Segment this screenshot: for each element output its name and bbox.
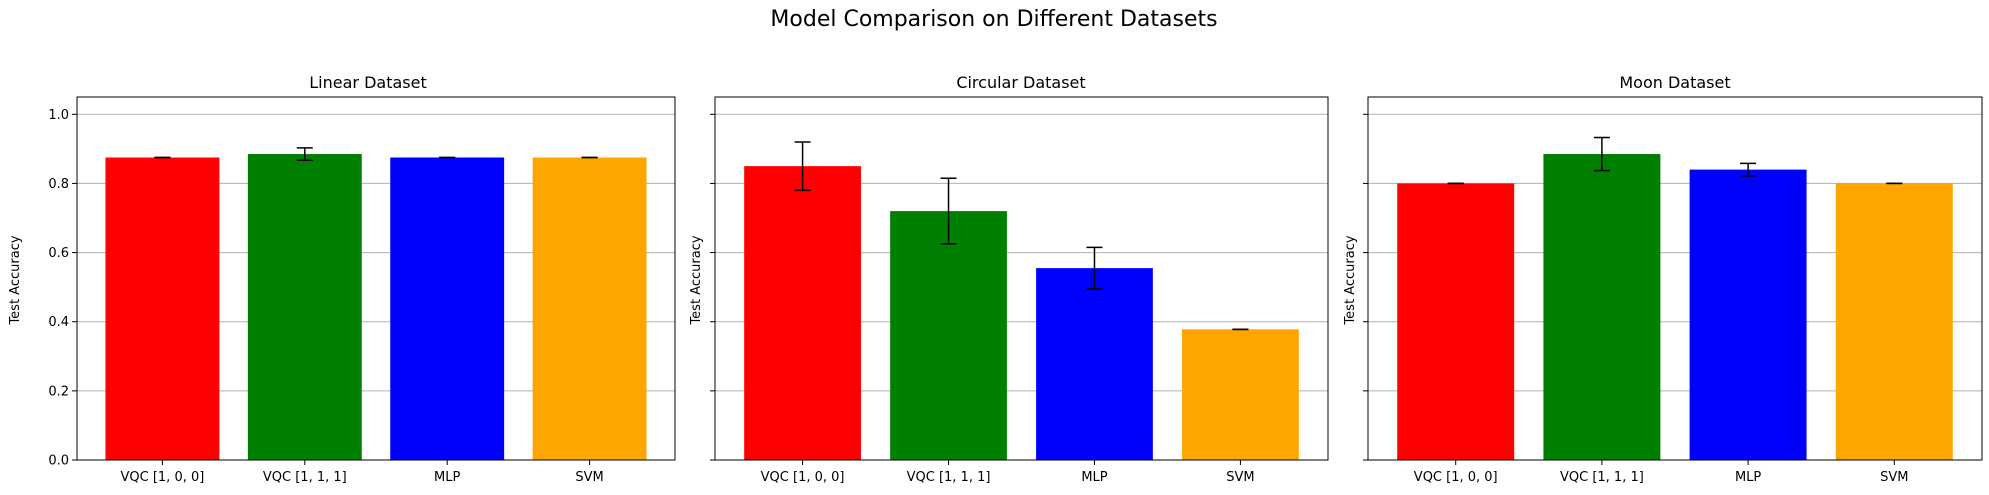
axes-frame <box>76 96 676 461</box>
y-tick-label: 0.8 <box>48 177 69 192</box>
x-tick-label: MLP <box>1081 470 1107 485</box>
y-tick-label: 0.0 <box>48 454 69 469</box>
x-tick-label: VQC [1, 1, 1] <box>263 470 347 485</box>
axes-frame <box>714 96 1329 461</box>
bar <box>532 157 647 460</box>
bar <box>890 211 1007 460</box>
x-tick-label: VQC [1, 1, 1] <box>907 470 991 485</box>
x-tick-label: VQC [1, 0, 0] <box>761 470 845 485</box>
y-tick-label: 0.2 <box>48 384 69 399</box>
x-tick-label: SVM <box>575 470 603 485</box>
panel-title: Moon Dataset <box>1619 73 1730 92</box>
panel-title: Circular Dataset <box>956 73 1085 92</box>
panel-circular: Circular Dataset Test Accuracy VQC [1, 0… <box>689 73 1329 485</box>
error-bar <box>296 147 313 162</box>
x-tick-label: VQC [1, 1, 1] <box>1560 470 1644 485</box>
x-tick-label: MLP <box>434 470 460 485</box>
y-axis-label: Test Accuracy <box>1343 235 1358 325</box>
axes-frame <box>1367 96 1983 461</box>
bar <box>744 166 861 460</box>
panel-moon: Moon Dataset Test Accuracy VQC [1, 0, 0]… <box>1343 73 1983 485</box>
panel-title: Linear Dataset <box>309 73 426 92</box>
y-tick-label: 0.6 <box>48 246 69 261</box>
y-axis-label: Test Accuracy <box>8 235 23 325</box>
bar <box>390 157 505 460</box>
error-bar <box>794 141 811 192</box>
error-bar <box>1593 136 1610 172</box>
bar <box>1036 268 1153 460</box>
error-bar <box>1086 246 1103 290</box>
bar <box>105 157 220 460</box>
y-tick-label: 0.4 <box>48 315 69 330</box>
bar <box>1182 329 1299 460</box>
bar <box>247 154 362 461</box>
figure-title: Model Comparison on Different Datasets <box>770 7 1217 32</box>
x-tick-label: VQC [1, 0, 0] <box>121 470 205 485</box>
error-bar <box>940 177 957 245</box>
bar <box>1835 183 1953 460</box>
bar <box>1543 154 1661 461</box>
y-axis-label: Test Accuracy <box>689 235 704 325</box>
x-tick-label: SVM <box>1226 470 1254 485</box>
y-tick-label: 1.0 <box>48 108 69 123</box>
x-tick-label: MLP <box>1735 470 1761 485</box>
error-bar <box>1740 162 1757 177</box>
bar <box>1397 183 1515 460</box>
x-tick-label: SVM <box>1880 470 1908 485</box>
panel-linear: Linear Dataset Test Accuracy 0.0 0.2 0.4 0.… <box>8 73 676 485</box>
bar <box>1689 169 1807 460</box>
x-tick-label: VQC [1, 0, 0] <box>1414 470 1498 485</box>
